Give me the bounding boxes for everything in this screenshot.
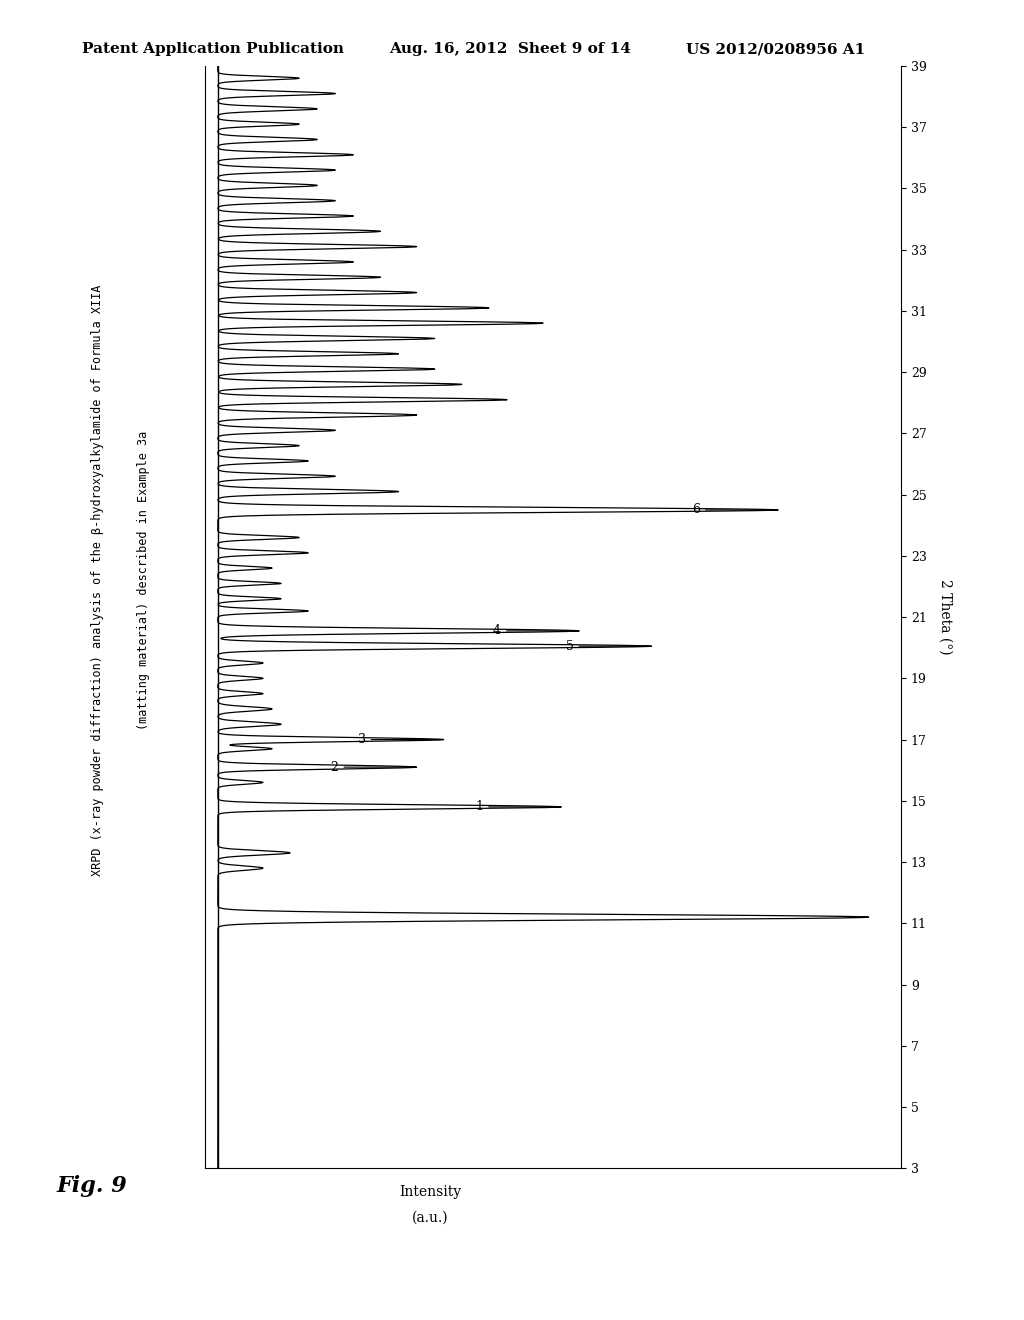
Y-axis label: 2 Theta (°): 2 Theta (°) (938, 579, 952, 655)
Text: 3: 3 (357, 733, 441, 746)
Text: 2: 2 (331, 760, 414, 774)
Text: Intensity: Intensity (399, 1184, 461, 1199)
Text: (matting material) described in Example 3a: (matting material) described in Example … (137, 432, 150, 730)
Text: XRPD (x-ray powder diffraction) analysis of the β-hydroxyalkylamide of Formula X: XRPD (x-ray powder diffraction) analysis… (91, 285, 103, 876)
Text: 4: 4 (494, 624, 577, 638)
Text: 5: 5 (565, 640, 649, 652)
Text: Aug. 16, 2012  Sheet 9 of 14: Aug. 16, 2012 Sheet 9 of 14 (389, 42, 631, 57)
Text: 6: 6 (692, 503, 775, 516)
Text: (a.u.): (a.u.) (412, 1210, 449, 1225)
Text: Fig. 9: Fig. 9 (56, 1175, 127, 1197)
Text: Patent Application Publication: Patent Application Publication (82, 42, 344, 57)
Text: 1: 1 (475, 800, 558, 813)
Text: US 2012/0208956 A1: US 2012/0208956 A1 (686, 42, 865, 57)
